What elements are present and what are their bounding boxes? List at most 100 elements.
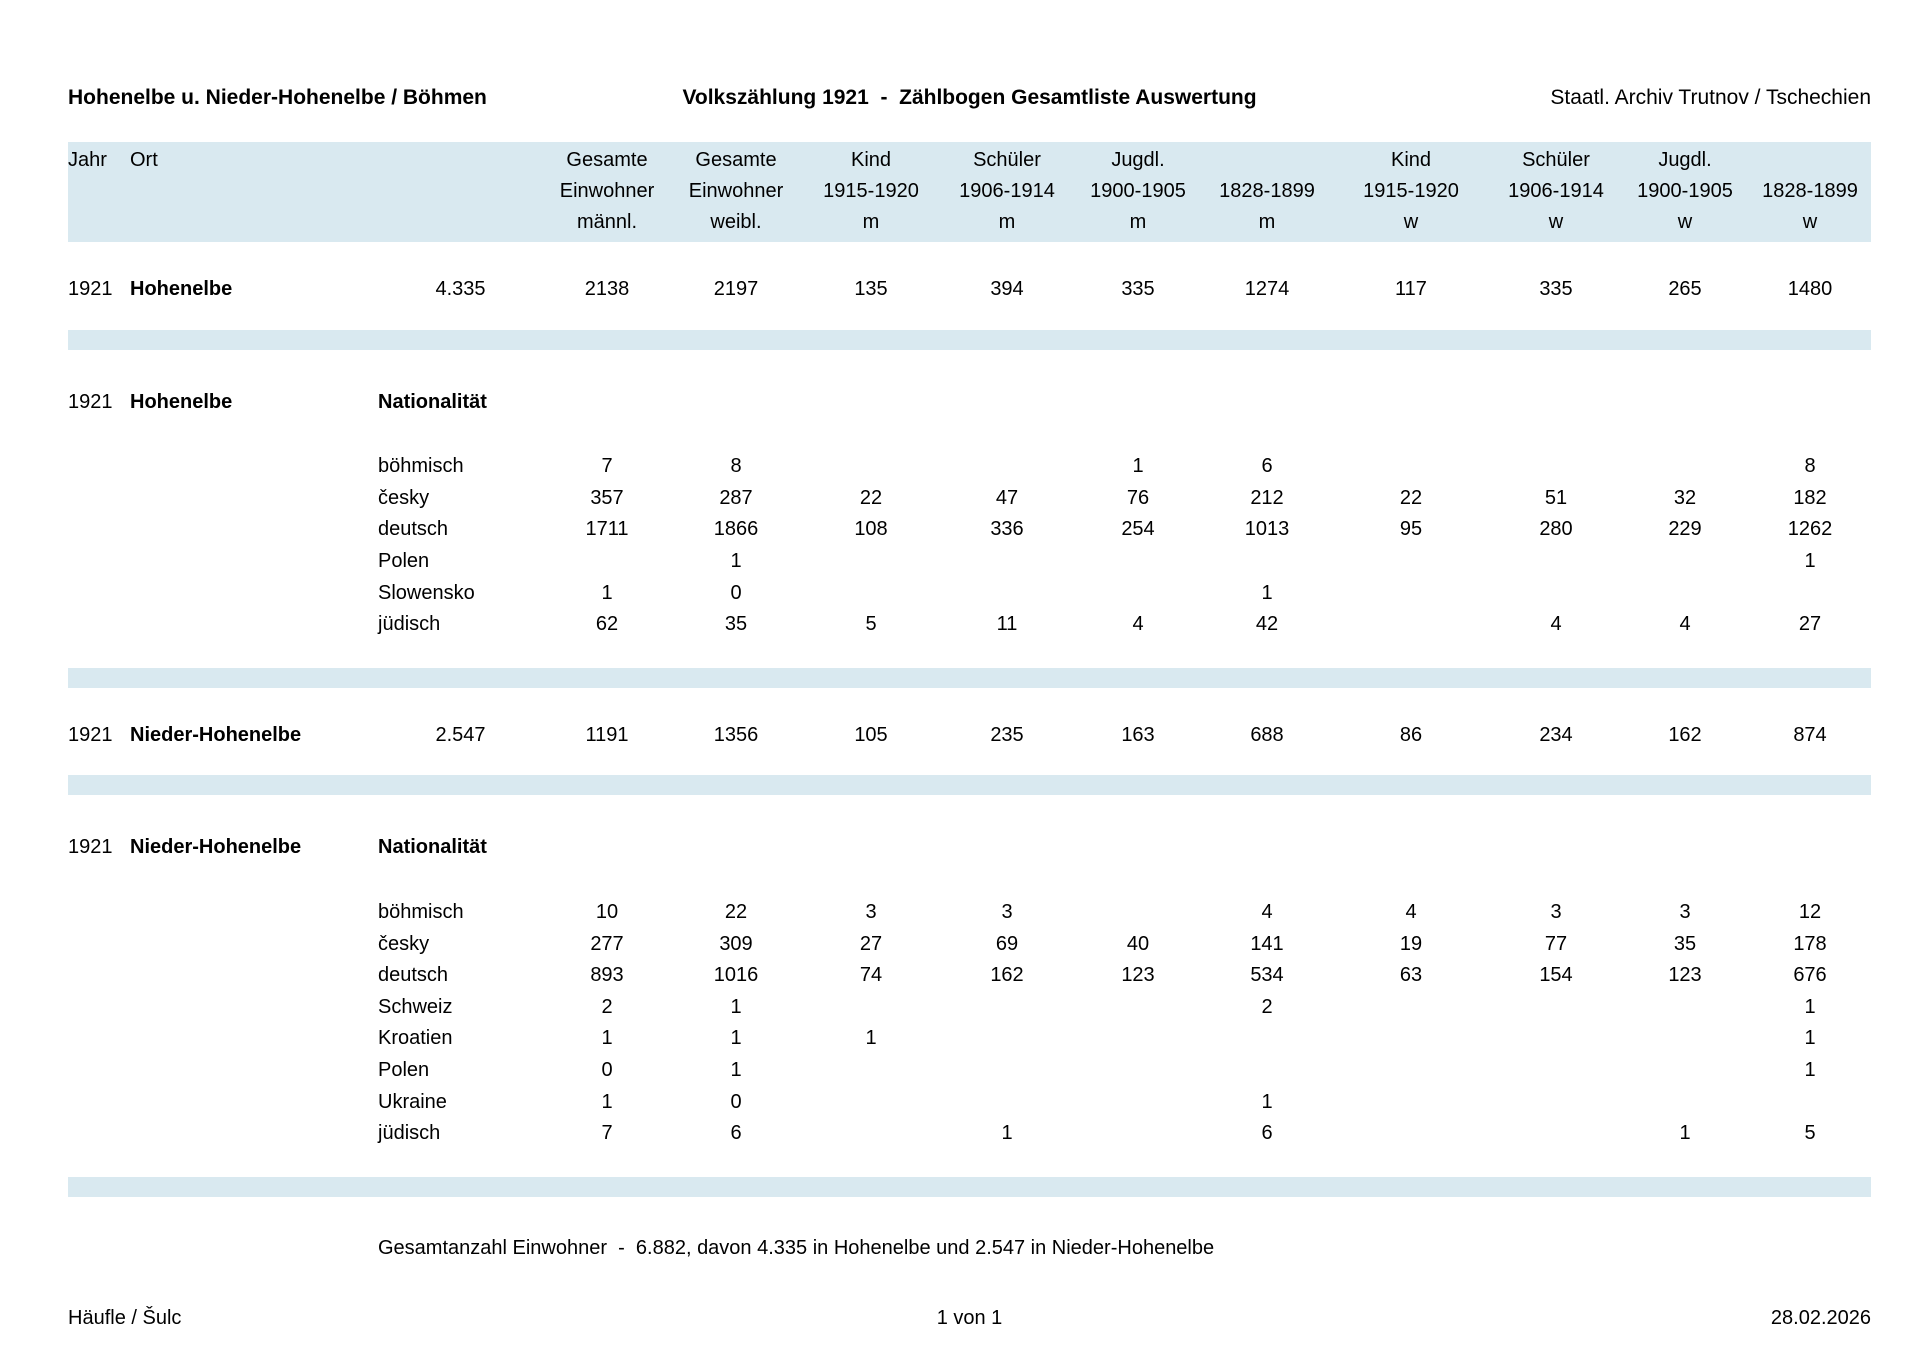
nationality-label: deutsch (378, 518, 449, 541)
nationality-row: deutsch 1711 1866 108 336 254 1013 95 280 229 1262 (68, 514, 1871, 546)
cell-value: 1 (601, 1090, 613, 1113)
table-body: 1921 Hohenelbe 4.335 2138 2197 135 394 335 1274 1… (68, 274, 1871, 1197)
cell-value: 2138 (584, 278, 630, 300)
cell-value (1749, 1087, 1871, 1119)
header-cell: Jahr (68, 149, 107, 171)
nationality-row: Polen 0 1 1 (68, 1055, 1871, 1087)
nationality-label: böhmisch (378, 455, 464, 478)
titlebar: Hohenelbe u. Nieder-Hohenelbe / Böhmen V… (68, 85, 1871, 110)
cell-value (941, 992, 1073, 1024)
header-cell (378, 176, 543, 207)
cell-value: 35 (1673, 932, 1697, 955)
header-cell: weibl. (710, 211, 762, 233)
cell-value: 40 (1126, 932, 1150, 955)
header-cell: m (998, 211, 1016, 233)
cell-value (801, 1118, 941, 1150)
cell-value: 287 (719, 486, 753, 509)
cell-value: 47 (995, 486, 1019, 509)
header-cell (378, 145, 543, 176)
cell-value: 688 (1250, 723, 1284, 746)
nationality-row: deutsch 893 1016 74 162 123 534 63 154 123 676 (68, 960, 1871, 992)
section-separator-band (68, 775, 1871, 796)
cell-value: 1 (1001, 1122, 1013, 1145)
cell-value: 22 (724, 900, 748, 923)
header-cell: Jugdl. (1658, 149, 1712, 171)
cell-value (543, 546, 671, 578)
cell-value: 1 (1804, 1027, 1816, 1050)
cell-value: 6 (730, 1122, 742, 1145)
header-cell: 1900-1905 (1090, 180, 1186, 202)
nationality-label: Slowensko (378, 581, 475, 604)
cell-value: 51 (1544, 486, 1568, 509)
cell-value: 182 (1793, 486, 1827, 509)
cell-ort (130, 1023, 378, 1055)
cell-value: 2197 (713, 278, 759, 300)
cell-value (1491, 1087, 1621, 1119)
header-cell (1749, 145, 1871, 176)
section-separator-band (68, 329, 1871, 350)
header-cell: 1915-1920 (1363, 180, 1459, 202)
header-cell: 1828-1899 (1762, 180, 1858, 202)
cell-value: 235 (990, 723, 1024, 746)
nationality-section: 1921 Hohenelbe Nationalität böhmisch 7 8 1 6 8 če… (68, 387, 1871, 641)
cell-jahr (68, 992, 130, 1024)
cell-value: 6 (1261, 1122, 1273, 1145)
cell-jahr (68, 609, 130, 641)
cell-value (1073, 1055, 1203, 1087)
cell-value: 5 (1804, 1122, 1816, 1145)
cell-value: 1 (1804, 995, 1816, 1018)
cell-value (1073, 578, 1203, 610)
cell-value (941, 546, 1073, 578)
cell-jahr (68, 451, 130, 483)
cell-value (1331, 1087, 1491, 1119)
cell-jahr (68, 1087, 130, 1119)
cell-value: 1 (1261, 581, 1273, 604)
cell-value: 265 (1668, 278, 1702, 300)
cell-value (1621, 1087, 1749, 1119)
header-cell: w (1802, 211, 1818, 233)
cell-value: 309 (719, 932, 753, 955)
cell-value: 394 (990, 278, 1024, 300)
header-cell: Kind (1390, 149, 1432, 171)
cell-value: 676 (1793, 964, 1827, 987)
cell-value: 254 (1121, 518, 1155, 541)
cell-value: 105 (854, 723, 888, 746)
cell-value: 1 (730, 1058, 742, 1081)
header-cell: Schüler (1522, 149, 1590, 171)
cell-value: 280 (1539, 518, 1573, 541)
nationality-label: Polen (378, 549, 430, 572)
cell-value: 11 (996, 613, 1018, 636)
cell-value: 76 (1126, 486, 1150, 509)
cell-value: 1711 (585, 518, 629, 541)
footer-page-number: 1 von 1 (936, 1307, 1003, 1329)
cell-value (941, 1055, 1073, 1087)
city-row: 1921 Nieder-Hohenelbe 2.547 1191 1356 105 235 1… (68, 720, 1871, 752)
cell-ort (130, 451, 378, 483)
cell-ort: Nieder-Hohenelbe (130, 723, 302, 746)
cell-jahr: 1921 (68, 390, 113, 413)
cell-jahr: 1921 (68, 836, 113, 859)
header-line-3: männl. weibl. m m m m w w w w (68, 207, 1871, 238)
cell-value: 42 (1255, 613, 1279, 636)
cell-jahr: 1921 (68, 278, 113, 300)
nationality-row: Slowensko 1 0 1 (68, 578, 1871, 610)
nationality-row: jüdisch 62 35 5 11 4 42 4 4 27 (68, 609, 1871, 641)
header-cell (378, 207, 543, 238)
spacer (68, 418, 1871, 451)
cell-value: 86 (1399, 723, 1423, 746)
header-cell: 1828-1899 (1219, 180, 1315, 202)
nationality-label: česky (378, 932, 430, 955)
nationality-section-header: 1921 Nieder-Hohenelbe Nationalität (68, 832, 1871, 864)
cell-ort (130, 514, 378, 546)
cell-value (1331, 1055, 1491, 1087)
cell-value (801, 451, 941, 483)
nationality-label: jüdisch (378, 613, 441, 636)
cell-value: 123 (1121, 964, 1155, 987)
cell-value (1621, 546, 1749, 578)
cell-value: 234 (1539, 723, 1573, 746)
cell-value (1331, 451, 1491, 483)
cell-value: 335 (1539, 278, 1573, 300)
cell-ort (130, 960, 378, 992)
cell-value (1073, 1118, 1203, 1150)
